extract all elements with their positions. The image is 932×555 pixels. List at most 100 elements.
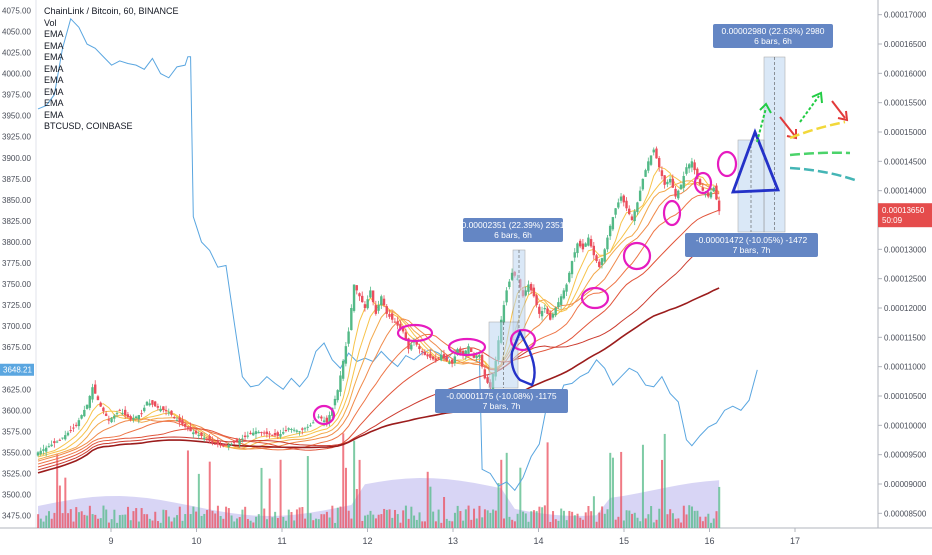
volume-bar — [285, 520, 288, 528]
candle-body — [134, 416, 138, 419]
volume-bar — [263, 508, 266, 528]
volume-area — [38, 478, 720, 528]
volume-bar — [622, 520, 625, 528]
volume-bar — [339, 506, 342, 528]
candle-body — [39, 450, 42, 455]
indicator-label[interactable]: EMA — [44, 29, 64, 39]
candle-body — [58, 439, 61, 441]
candle-body — [549, 312, 552, 320]
left-axis-tick-label: 3800.00 — [2, 238, 31, 247]
volume-bar — [470, 519, 473, 528]
indicator-label[interactable]: EMA — [44, 40, 64, 51]
candle-body — [483, 369, 487, 379]
volume-bar — [669, 509, 672, 528]
volume-bar — [508, 516, 511, 528]
candle-body — [382, 298, 386, 306]
highlight-ellipse — [509, 328, 537, 352]
volume-bar — [440, 522, 443, 528]
projection-line-green — [789, 151, 851, 157]
volume-bar — [464, 509, 467, 528]
volume-bar — [159, 522, 162, 528]
volume-bar — [500, 459, 503, 528]
indicator-label[interactable]: EMA — [44, 86, 64, 97]
candle-body — [153, 401, 157, 407]
left-axis-tick-label: 4025.00 — [2, 49, 31, 58]
candle-body — [608, 225, 612, 237]
candle-body — [715, 185, 718, 200]
candle-body — [505, 290, 508, 303]
left-axis-bg — [0, 0, 36, 528]
projection-arrow-green-2 — [799, 95, 820, 123]
volume-bar — [655, 519, 658, 528]
projection-arrow-green — [756, 107, 767, 143]
left-axis-tick-label: 3975.00 — [2, 91, 31, 100]
time-axis-tick-label: 14 — [533, 536, 543, 546]
candle-body — [399, 323, 402, 329]
volume-bar — [124, 514, 127, 528]
candle-body — [434, 358, 437, 361]
candle-body — [205, 439, 209, 441]
volume-bar — [246, 518, 249, 528]
candle-body — [527, 284, 530, 292]
candle-body — [679, 184, 683, 190]
volume-bar — [255, 516, 258, 528]
candle-body — [622, 195, 625, 203]
volume-bar — [342, 433, 345, 528]
volume-bar — [132, 511, 135, 528]
last-price-tag — [878, 203, 932, 228]
candle-body — [53, 441, 56, 444]
volume-bar — [162, 509, 165, 528]
volume-bar — [127, 506, 130, 528]
candle-body — [371, 290, 375, 303]
overlay-symbol-label[interactable]: BTCUSD, COINBASE — [44, 121, 133, 131]
volume-bar — [325, 511, 328, 528]
candle-body — [339, 375, 342, 392]
candle-body — [390, 313, 394, 320]
volume-bar — [227, 508, 230, 528]
volume-bar — [573, 515, 576, 528]
candle-body — [464, 350, 467, 357]
candle-body — [559, 296, 563, 305]
volume-bar — [312, 520, 315, 528]
candle-body — [143, 407, 146, 412]
indicator-label[interactable]: EMA — [44, 109, 64, 120]
volume-bar — [661, 459, 664, 528]
candle-body — [151, 400, 154, 405]
candle-body — [633, 211, 636, 222]
candle-body — [213, 443, 217, 445]
volume-bar — [69, 509, 72, 528]
candle-body — [183, 423, 187, 427]
indicator-label[interactable]: EMA — [44, 98, 64, 108]
volume-bar — [554, 519, 557, 528]
indicator-label[interactable]: Vol — [44, 17, 57, 28]
candle-body — [113, 415, 116, 419]
measure-label-2-bg — [435, 389, 568, 413]
volume-bar — [287, 509, 290, 528]
candle-body — [532, 287, 536, 297]
candle-body — [99, 402, 102, 407]
candle-body — [238, 440, 241, 445]
volume-bar — [565, 520, 568, 528]
indicator-label[interactable]: EMA — [44, 52, 64, 62]
chart-title[interactable]: ChainLink / Bitcoin, 60, BINANCE — [44, 6, 179, 16]
measure-label-3-bg — [713, 24, 833, 48]
volume-bar — [674, 518, 677, 528]
volume-bar — [644, 518, 647, 528]
indicator-label[interactable]: EMA — [44, 75, 64, 85]
candle-body — [80, 415, 83, 419]
volume-bar — [494, 510, 497, 528]
candle-body — [589, 239, 593, 247]
volume-bar — [118, 515, 121, 528]
volume-bar — [718, 486, 721, 528]
candle-body — [410, 344, 413, 350]
indicator-label[interactable]: EMA — [44, 63, 64, 74]
candle-body — [309, 425, 312, 427]
volume-bar — [206, 510, 209, 528]
volume-bar — [42, 521, 45, 528]
measure-label-1-bg — [463, 218, 563, 242]
left-axis-tick-label: 3575.00 — [2, 427, 31, 436]
